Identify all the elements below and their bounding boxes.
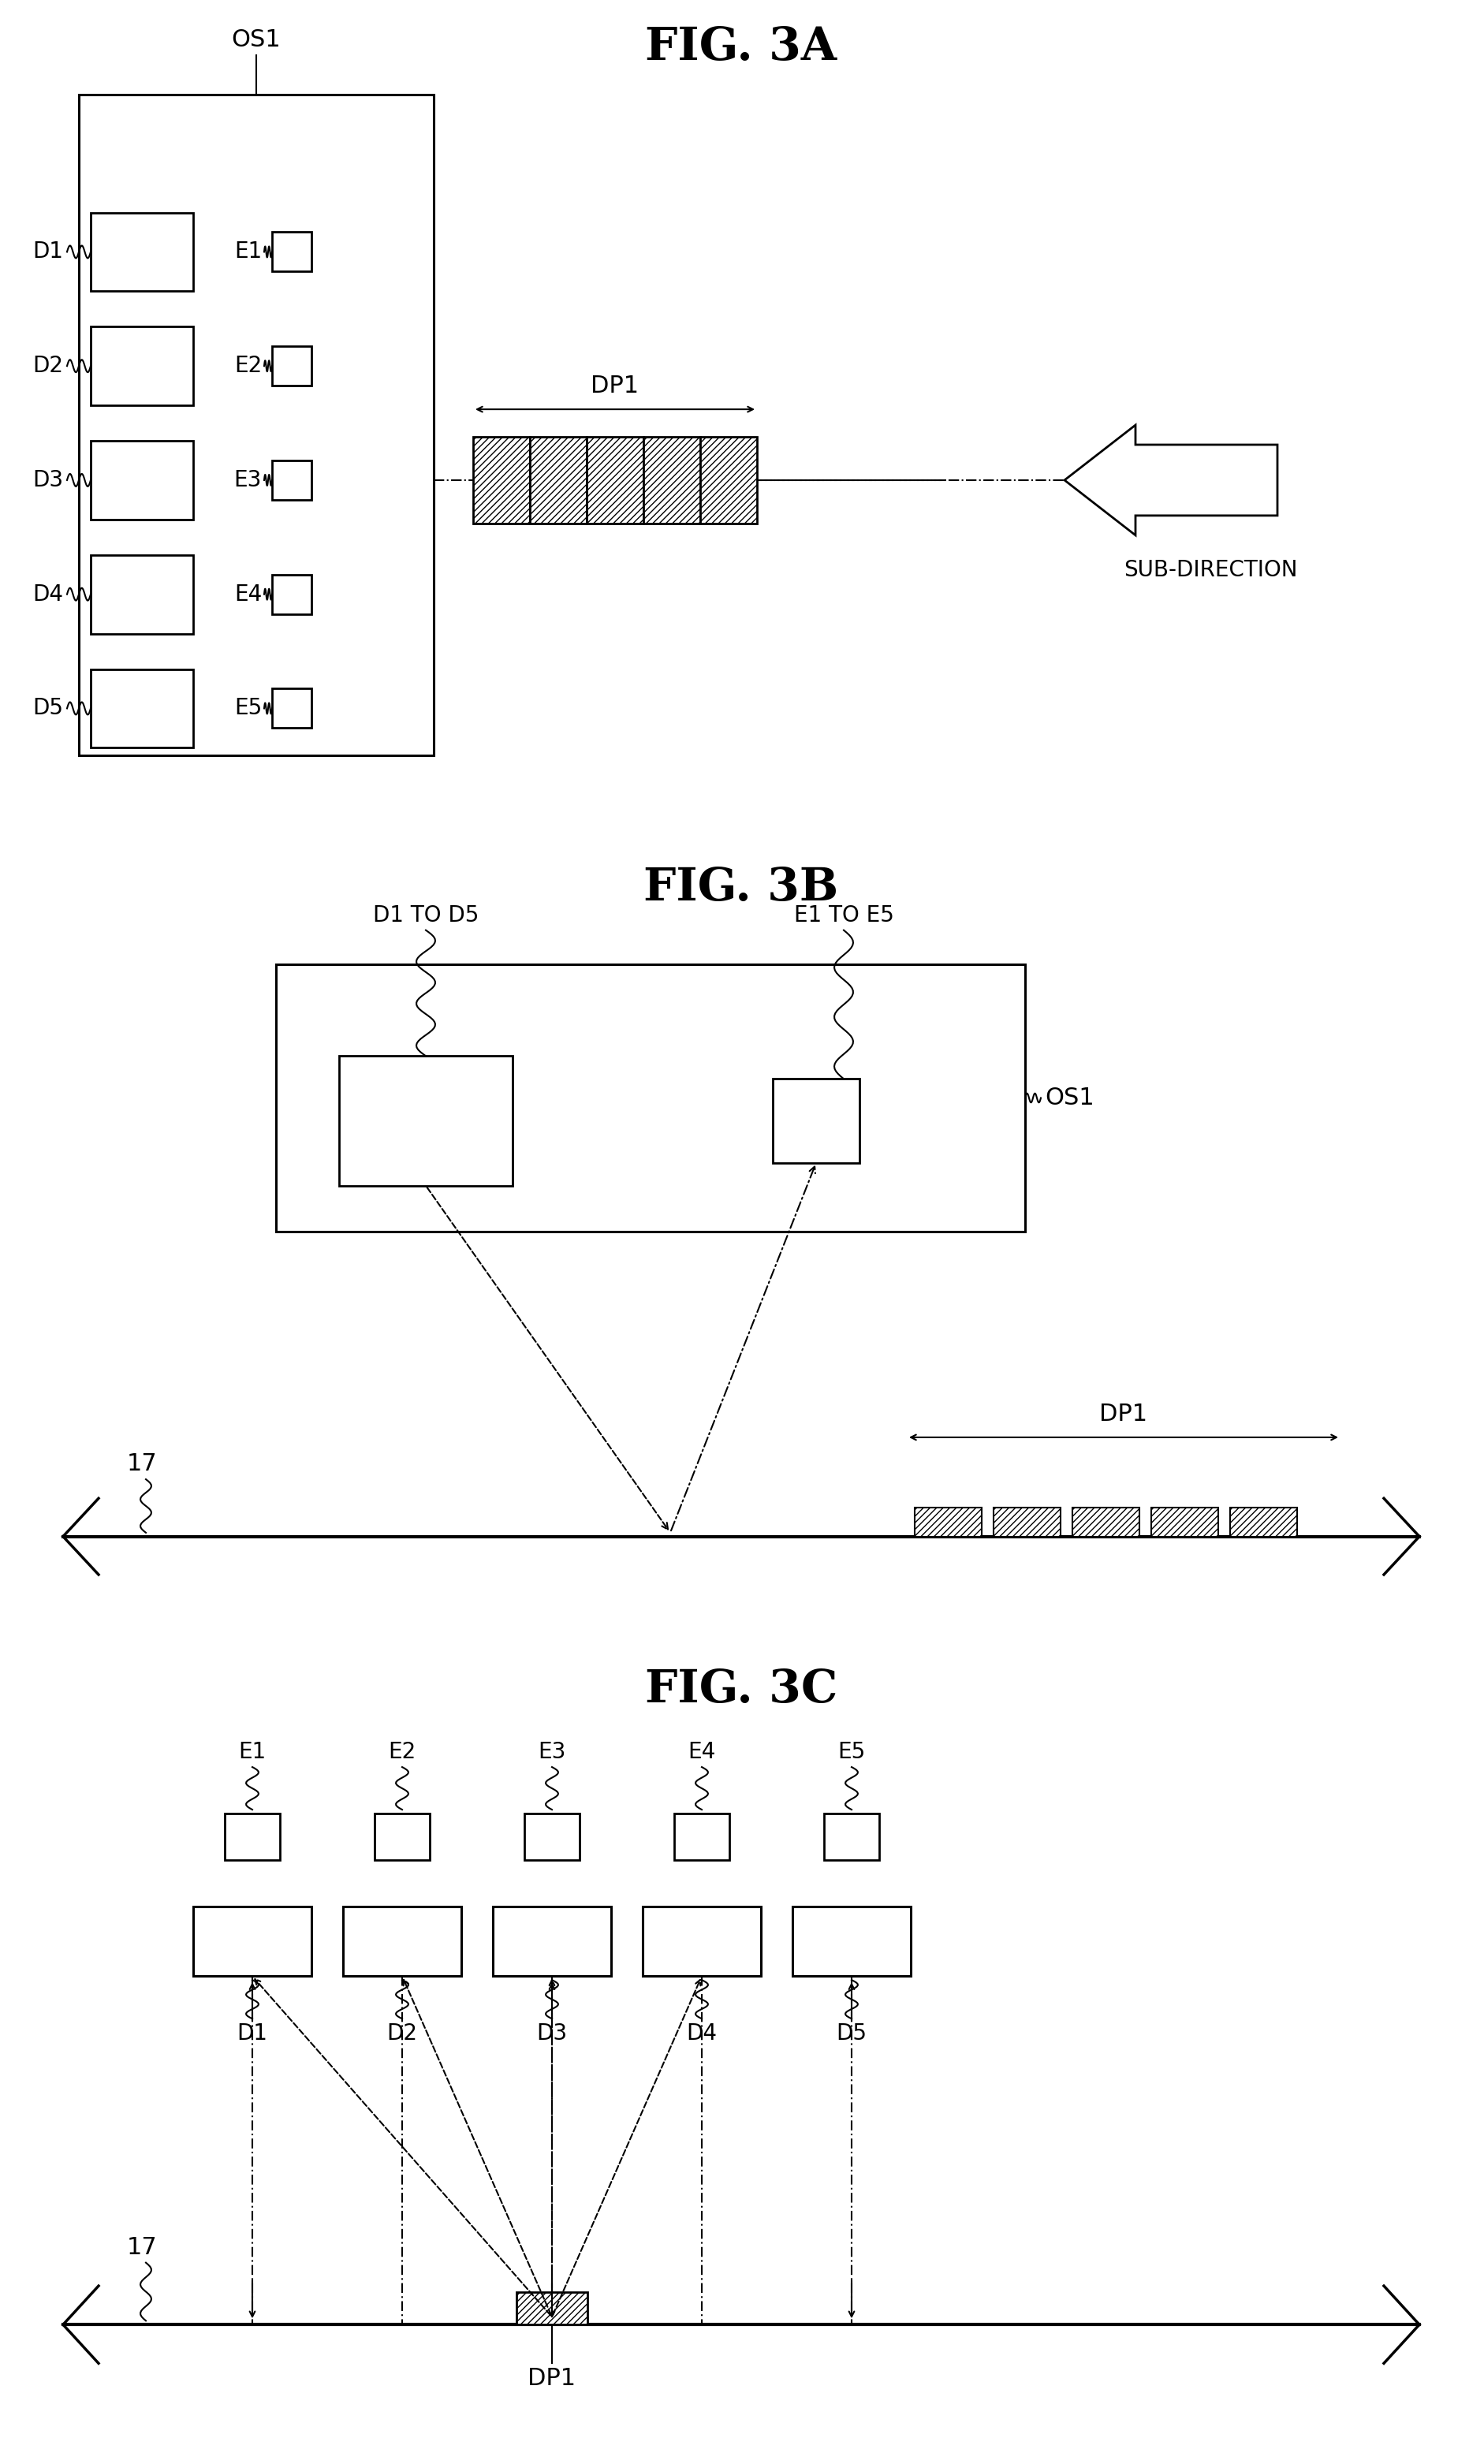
Text: DP1: DP1	[1100, 1402, 1147, 1427]
Text: E1 TO E5: E1 TO E5	[794, 904, 893, 926]
Text: E5: E5	[837, 1742, 865, 1764]
Text: D5: D5	[33, 697, 62, 719]
Text: D4: D4	[686, 2023, 717, 2045]
Bar	[643, 1907, 760, 1976]
Text: 17: 17	[126, 1454, 157, 1476]
Text: DP1: DP1	[591, 375, 638, 397]
Bar	[1150, 1508, 1217, 1538]
Bar	[674, 1814, 729, 1860]
Bar	[914, 1508, 981, 1538]
Bar	[79, 94, 433, 756]
Bar	[792, 1907, 910, 1976]
Bar	[272, 347, 312, 387]
Text: D5: D5	[835, 2023, 867, 2045]
Bar	[473, 436, 530, 522]
Text: E4: E4	[234, 584, 261, 606]
Bar	[338, 1057, 512, 1185]
Text: FIG. 3B: FIG. 3B	[644, 867, 838, 909]
Polygon shape	[1064, 424, 1276, 535]
Bar	[272, 461, 312, 500]
Bar	[993, 1508, 1060, 1538]
Bar	[91, 554, 193, 633]
Text: E5: E5	[234, 697, 261, 719]
Bar	[374, 1814, 429, 1860]
Bar	[643, 436, 700, 522]
Text: D3: D3	[33, 468, 62, 490]
Text: D3: D3	[536, 2023, 567, 2045]
Bar	[516, 2292, 588, 2324]
Text: FIG. 3C: FIG. 3C	[644, 1668, 837, 1712]
Text: E4: E4	[687, 1742, 715, 1764]
Text: E2: E2	[387, 1742, 416, 1764]
Bar	[700, 436, 757, 522]
Text: 17: 17	[126, 2235, 157, 2259]
Bar	[193, 1907, 312, 1976]
Text: E1: E1	[239, 1742, 266, 1764]
Bar	[772, 1079, 859, 1163]
Bar	[224, 1814, 280, 1860]
Text: E2: E2	[234, 355, 261, 377]
Bar	[91, 328, 193, 407]
Text: DP1: DP1	[528, 2368, 576, 2390]
Text: OS1: OS1	[1045, 1087, 1094, 1109]
Text: D1: D1	[237, 2023, 267, 2045]
Text: SUB-DIRECTION: SUB-DIRECTION	[1123, 559, 1297, 582]
Text: OS1: OS1	[232, 27, 280, 52]
Bar	[272, 690, 312, 727]
Bar	[530, 436, 586, 522]
Bar	[524, 1814, 579, 1860]
Bar	[493, 1907, 611, 1976]
Bar	[91, 212, 193, 291]
Text: E1: E1	[234, 241, 261, 264]
Text: D1 TO D5: D1 TO D5	[372, 904, 478, 926]
Bar	[586, 436, 643, 522]
Bar	[1071, 1508, 1138, 1538]
Text: D2: D2	[386, 2023, 417, 2045]
Bar	[824, 1814, 879, 1860]
Bar	[1229, 1508, 1297, 1538]
Text: D4: D4	[33, 584, 62, 606]
Bar	[276, 963, 1024, 1232]
Text: E3: E3	[537, 1742, 565, 1764]
Text: E3: E3	[234, 468, 261, 490]
Text: D1: D1	[33, 241, 62, 264]
Text: D2: D2	[33, 355, 62, 377]
Bar	[272, 232, 312, 271]
Bar	[272, 574, 312, 614]
Bar	[91, 670, 193, 747]
Text: FIG. 3A: FIG. 3A	[646, 25, 837, 69]
Bar	[343, 1907, 462, 1976]
Bar	[91, 441, 193, 520]
